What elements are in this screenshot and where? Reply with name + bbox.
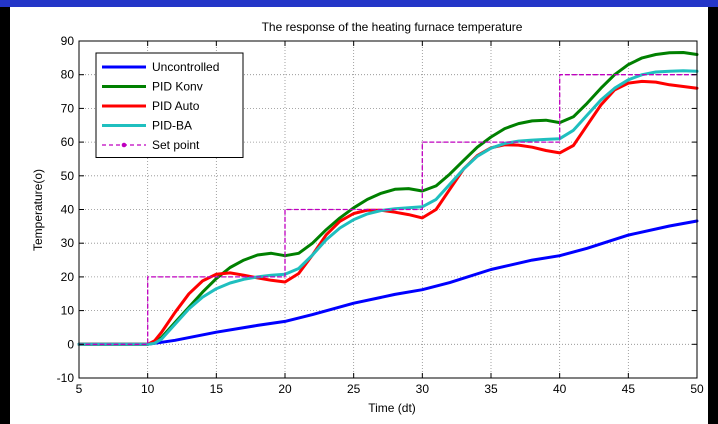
x-tick-label: 5: [76, 382, 83, 396]
window-right-border: [708, 7, 718, 424]
chart-title: The response of the heating furnace temp…: [262, 20, 523, 34]
y-tick-label: 30: [61, 236, 75, 250]
x-tick-label: 30: [416, 382, 430, 396]
series-line-pid-konv: [77, 51, 699, 346]
x-tick-label: 40: [553, 382, 567, 396]
series-line-set-point: [78, 74, 698, 345]
x-tick-label: 15: [210, 382, 224, 396]
legend: Uncontrolled PID Konv PID Auto PID-BA Set po…: [95, 52, 244, 158]
y-tick-label: 70: [61, 101, 75, 115]
x-tick-label: 35: [484, 382, 498, 396]
y-tick-label: 40: [61, 203, 75, 217]
window-title-bar: [0, 0, 718, 7]
y-tick-label: 80: [61, 68, 75, 82]
x-axis-label: Time (dt): [368, 401, 416, 415]
x-tick-label: 50: [690, 382, 704, 396]
legend-label-uncontrolled: Uncontrolled: [152, 60, 219, 74]
legend-label-pid-auto: PID Auto: [152, 99, 200, 113]
y-tick-label: 60: [61, 135, 75, 149]
y-tick-label: 20: [61, 270, 75, 284]
series-line-pid-auto: [77, 79, 699, 346]
legend-label-pid-ba: PID-BA: [152, 119, 192, 133]
y-tick-label: -10: [57, 371, 75, 385]
y-tick-label: 90: [61, 34, 75, 48]
y-tick-label: 10: [61, 304, 75, 318]
x-tick-label: 20: [278, 382, 292, 396]
series-line-pid-ba: [77, 69, 699, 346]
legend-label-set-point: Set point: [152, 138, 200, 152]
x-tick-label: 45: [622, 382, 636, 396]
x-tick-label: 10: [141, 382, 155, 396]
legend-marker-set-point: [121, 142, 127, 148]
legend-label-pid-konv: PID Konv: [152, 80, 203, 94]
series-line-uncontrolled: [77, 219, 699, 346]
window-left-border: [0, 7, 10, 424]
y-tick-label: 0: [67, 337, 74, 351]
x-tick-label: 25: [347, 382, 361, 396]
y-tick-label: 50: [61, 169, 75, 183]
y-axis-label: Temperature(o): [31, 169, 45, 251]
